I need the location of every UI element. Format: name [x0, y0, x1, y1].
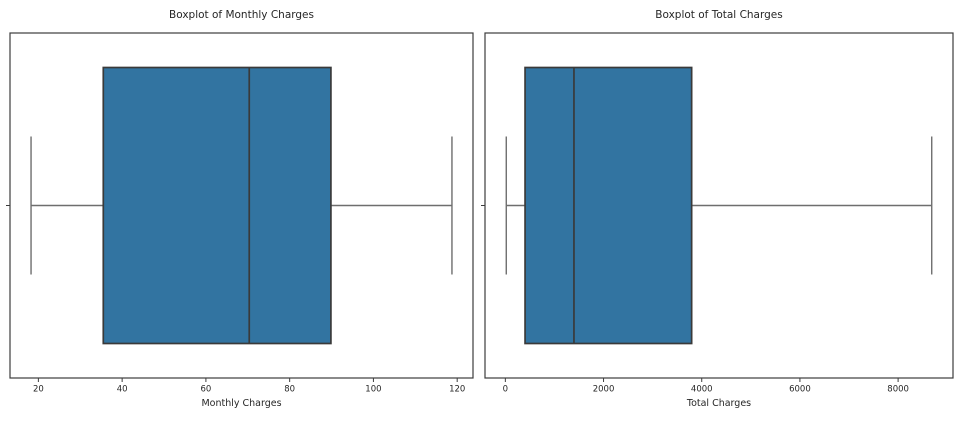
iqr-box — [524, 66, 693, 345]
x-tick-label: 80 — [284, 385, 295, 395]
x-tick-label: 4000 — [691, 385, 713, 395]
x-tick-label: 8000 — [887, 385, 909, 395]
iqr-box — [102, 66, 332, 345]
panel-total-charges: Boxplot of Total Charges 0 2000 4000 6000 80… — [478, 0, 956, 432]
x-tick-label: 6000 — [789, 385, 811, 395]
x-axis-label-total-charges: Total Charges — [686, 398, 752, 409]
plot-area-monthly-charges: 20 40 60 80 100 120 — [6, 32, 474, 395]
x-tick-label: 100 — [365, 385, 381, 395]
x-tick-label: 0 — [503, 385, 508, 395]
x-tick-label: 20 — [33, 385, 44, 395]
panel-monthly-charges: Boxplot of Monthly Charges 20 40 60 80 100 12… — [6, 9, 474, 409]
x-tick-label: 40 — [117, 385, 128, 395]
plot-area-total-charges: 0 2000 4000 6000 8000 — [481, 32, 954, 395]
x-tick-label: 120 — [449, 385, 465, 395]
x-tick-label: 2000 — [593, 385, 615, 395]
chart-title-monthly-charges: Boxplot of Monthly Charges — [169, 9, 314, 21]
x-axis-label-monthly-charges: Monthly Charges — [201, 398, 282, 409]
chart-title-total-charges: Boxplot of Total Charges — [655, 9, 783, 21]
x-tick-label: 60 — [200, 385, 211, 395]
